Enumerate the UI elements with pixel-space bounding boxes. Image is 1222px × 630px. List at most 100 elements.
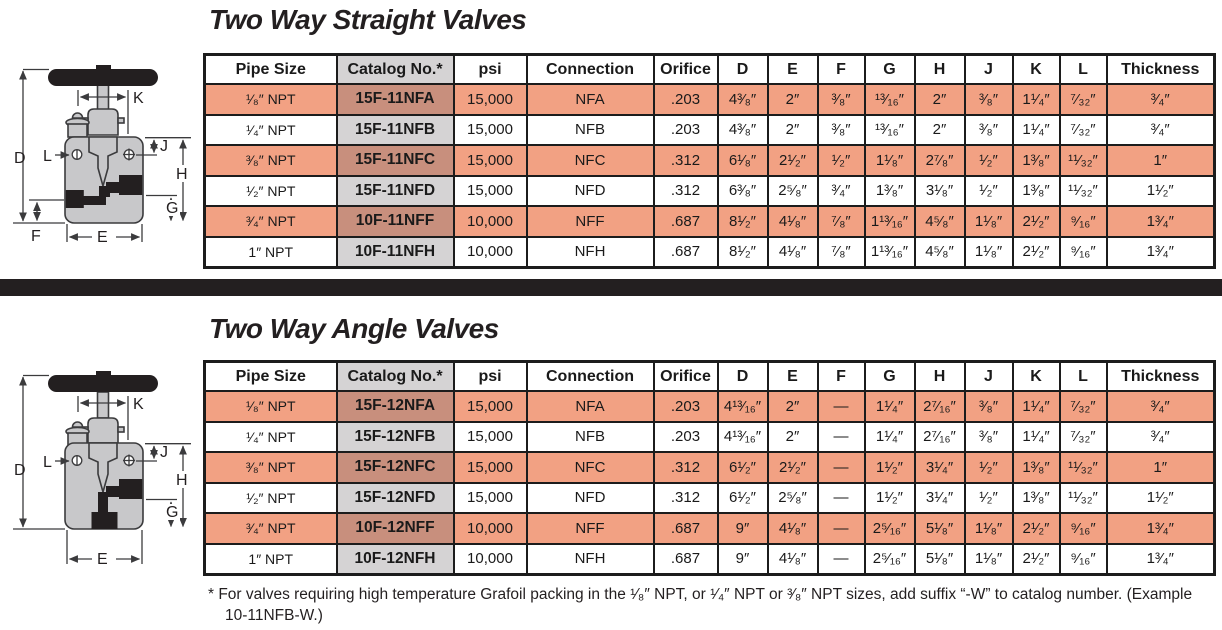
cell: 4⁵⁄₈″ [913,205,966,238]
port-holes [71,454,135,467]
column-header: F [816,53,866,85]
table-row: 1″ NPT 10F-11NFH 10,000 NFH .687 8¹⁄₂″ 4¹⁄₈″ ⁷⁄… [203,235,1216,269]
cell: 10,000 [452,205,528,238]
dimension-label-g: G [166,504,178,521]
cell: 2⁵⁄₈″ [766,481,819,514]
dimension-label-h: H [176,166,188,183]
cell: 4¹⁄₈″ [766,512,819,545]
cell: 4³⁄₈″ [716,113,769,146]
cell: 6³⁄₈″ [716,174,769,207]
section-divider-bar [0,279,1222,296]
cell: ³⁄₄″ NPT [203,512,338,545]
cell: 15F-12NFC [335,451,455,484]
cell: — [816,420,866,453]
cell: — [816,542,866,576]
cell: 1¹⁄₂″ [1105,174,1216,207]
cell: ³⁄₈″ [816,83,866,116]
cell: 4¹⁄₈″ [766,205,819,238]
cell: 10F-11NFF [335,205,455,238]
cell: NFH [525,542,655,576]
cell: 1³⁄₄″ [1105,542,1216,576]
cell: ³⁄₈″ [963,113,1014,146]
cell: 2¹⁄₂″ [766,144,819,177]
table-row: ¹⁄₈″ NPT 15F-11NFA 15,000 NFA .203 4³⁄₈″ 2″ ³⁄₈… [203,83,1216,116]
footnote: * For valves requiring high temperature … [208,586,1193,624]
column-header: D [716,53,769,85]
cell: .312 [652,174,719,207]
table-row: ³⁄₈″ NPT 15F-11NFC 15,000 NFC .312 6¹⁄₈″ 2¹⁄₂″… [203,144,1216,177]
column-header: Connection [525,360,655,392]
cell: ³⁄₈″ NPT [203,451,338,484]
angle-valves-title: Two Way Angle Valves [209,313,499,344]
cell: ⁹⁄₁₆″ [1058,542,1108,576]
cell: 4¹⁄₈″ [766,542,819,576]
cell: .687 [652,542,719,576]
cell: ³⁄₈″ [963,83,1014,116]
column-header: Orifice [652,53,719,85]
cell: ⁹⁄₁₆″ [1058,512,1108,545]
cell: 1″ NPT [203,542,338,576]
dimension-label-l: L [43,454,52,471]
cell: 1¹⁄₄″ [1011,113,1061,146]
table-row: 1″ NPT 10F-12NFH 10,000 NFH .687 9″ 4¹⁄₈″ —2⁵⁄₁… [203,542,1216,576]
cell: ³⁄₈″ [963,390,1014,423]
table-row: ³⁄₈″ NPT 15F-12NFC 15,000 NFC .312 6¹⁄₂″ 2¹⁄₂″… [203,451,1216,484]
dimension-label-j: J [160,138,168,155]
cell: ¹³⁄₁₆″ [863,83,916,116]
cell: 1³⁄₄″ [1105,205,1216,238]
dimension-label-g: G [166,200,178,217]
table-row: ³⁄₄″ NPT 10F-12NFF 10,000 NFF .687 9″ 4¹⁄₈″ —2⁵… [203,512,1216,545]
cell: 10F-12NFH [335,542,455,576]
cell: 1¹⁄₈″ [963,205,1014,238]
cell: ³⁄₄″ [1105,390,1216,423]
cell: ³⁄₄″ [1105,420,1216,453]
cell: ¹⁄₈″ NPT [203,390,338,423]
cell: .203 [652,83,719,116]
cell: 2¹⁄₂″ [1011,512,1061,545]
cell: NFH [525,235,655,269]
cell: .203 [652,420,719,453]
cell: ³⁄₄″ [816,174,866,207]
cell: 15F-12NFB [335,420,455,453]
straight-valves-table: Pipe Size Catalog No.* psi Connection Orific… [203,53,1216,269]
cell: NFB [525,420,655,453]
cell: .312 [652,481,719,514]
cell: 8¹⁄₂″ [716,235,769,269]
cell: ⁹⁄₁₆″ [1058,205,1108,238]
cell: 1″ NPT [203,235,338,269]
cell: 15,000 [452,420,528,453]
cell: — [816,481,866,514]
cell: 1³⁄₈″ [1011,174,1061,207]
cell: .687 [652,235,719,269]
cell: ¹⁄₄″ NPT [203,113,338,146]
handle [48,69,158,86]
column-header: H [913,360,966,392]
header-row: Pipe Size Catalog No.* psi Connection Orific… [203,53,1216,85]
cell: 2⁷⁄₈″ [913,144,966,177]
cell: 1¹⁄₄″ [1011,390,1061,423]
cell: ¹⁄₂″ [963,481,1014,514]
cell: 1¹⁄₂″ [863,451,916,484]
cell: — [816,451,866,484]
cell: 1¹³⁄₁₆″ [863,205,916,238]
cell: ⁷⁄₃₂″ [1058,83,1108,116]
column-header: J [963,360,1014,392]
cell: 2″ [913,113,966,146]
cell: ³⁄₈″ [816,113,866,146]
cell: 2⁵⁄₁₆″ [863,542,916,576]
cell: 1¹⁄₄″ [863,420,916,453]
cell: 1¹⁄₂″ [863,481,916,514]
cell: ¹⁄₄″ NPT [203,420,338,453]
table-row: ¹⁄₂″ NPT 15F-12NFD 15,000 NFD .312 6¹⁄₂″ 2⁵⁄₈″… [203,481,1216,514]
cell: ¹³⁄₁₆″ [863,113,916,146]
cell: ¹⁄₂″ [963,451,1014,484]
dimension-label-l: L [43,148,52,165]
cell: NFC [525,144,655,177]
cell: 5¹⁄₈″ [913,512,966,545]
cell: NFF [525,205,655,238]
dimension-label-h: H [176,472,188,489]
cell: 2⁵⁄₈″ [766,174,819,207]
table-row: ¹⁄₄″ NPT 15F-11NFB 15,000 NFB .203 4³⁄₈″ 2″ ³⁄₈… [203,113,1216,146]
cell: ¹⁄₂″ [963,174,1014,207]
header-row: Pipe Size Catalog No.* psi Connection Orific… [203,360,1216,392]
